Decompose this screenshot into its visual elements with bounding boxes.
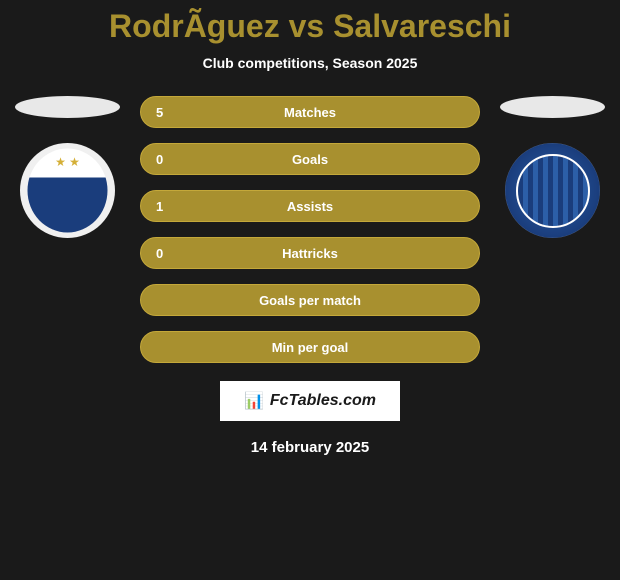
- stat-label: Goals per match: [186, 293, 434, 308]
- stat-label: Goals: [186, 152, 434, 167]
- team-logo-left: ★ ★: [20, 143, 115, 238]
- main-container: RodrÃ­guez vs Salvareschi Club competiti…: [0, 0, 620, 456]
- date-text: 14 february 2025: [251, 439, 369, 456]
- team-logo-right: [505, 143, 600, 238]
- team-right-column: [500, 96, 605, 238]
- chart-icon: 📊: [244, 391, 264, 411]
- stat-row-assists: 1 Assists: [140, 190, 480, 222]
- player-placeholder-right: [500, 96, 605, 118]
- stat-value-left: 1: [156, 199, 186, 214]
- main-content: ★ ★ 5 Matches 0 Goals 1 Assists 0 Hattri…: [10, 96, 610, 363]
- fctables-badge[interactable]: 📊 FcTables.com: [220, 381, 400, 421]
- stars-icon: ★ ★: [55, 155, 80, 169]
- fctables-label: FcTables.com: [270, 392, 376, 410]
- player-placeholder-left: [15, 96, 120, 118]
- stat-label: Assists: [186, 199, 434, 214]
- stat-row-hattricks: 0 Hattricks: [140, 237, 480, 269]
- team-left-column: ★ ★: [15, 96, 120, 238]
- stat-label: Hattricks: [186, 246, 434, 261]
- stat-value-left: 0: [156, 152, 186, 167]
- subtitle: Club competitions, Season 2025: [203, 55, 418, 71]
- stat-label: Min per goal: [186, 340, 434, 355]
- stat-label: Matches: [186, 105, 434, 120]
- stat-value-left: 5: [156, 105, 186, 120]
- stat-row-matches: 5 Matches: [140, 96, 480, 128]
- stat-row-min-per-goal: Min per goal: [140, 331, 480, 363]
- stat-row-goals-per-match: Goals per match: [140, 284, 480, 316]
- page-title: RodrÃ­guez vs Salvareschi: [109, 8, 511, 45]
- stat-row-goals: 0 Goals: [140, 143, 480, 175]
- stat-value-left: 0: [156, 246, 186, 261]
- stats-column: 5 Matches 0 Goals 1 Assists 0 Hattricks: [140, 96, 480, 363]
